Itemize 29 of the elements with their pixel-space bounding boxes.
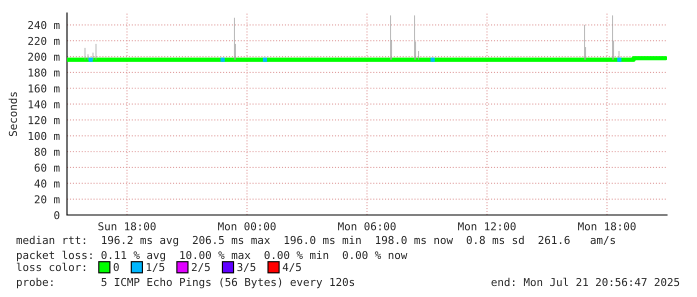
y-tick-label: 20 m [34,195,60,204]
legend-title: loss color: [16,262,86,272]
legend-label: 1/5 [146,263,164,272]
text: end: Mon Jul 21 20:56:47 2025 [492,278,680,286]
y-tick-label: 160 m [28,84,60,93]
y-tick-label: 220 m [28,36,60,46]
text: probe: 5 ICMP Echo Pings (56 Bytes) every 120s [17,278,354,288]
y-axis-title: Seconds [8,92,18,136]
x-tick-label: Mon 12:00 [458,222,516,230]
text: median rtt: 196.2 ms avg 206.5 ms max 196.0 ms min 198.0 ms now 0.8 ms sd 261.6 am/s [16,236,615,246]
legend-label: 3/5 [237,262,256,272]
y-tick-label: 80 m [34,148,60,156]
x-tick-label: Mon 00:00 [218,222,276,230]
text: packet loss: 0.11 % avg 10.00 % max 0.00 % min 0.00 % now [17,250,408,262]
x-tick-label: Mon 18:00 [578,222,636,230]
legend-label: 0 [114,262,119,272]
y-tick-label: 100 m [28,132,60,140]
legend-label: 4/5 [282,263,301,272]
x-tick-label: Sun 18:00 [98,222,156,230]
y-tick-label: 40 m [34,179,60,188]
y-tick-label: 240 m [28,20,60,30]
y-tick-label: 200 m [28,52,60,61]
x-tick-label: Mon 06:00 [338,222,396,230]
legend-label: 2/5 [192,262,210,272]
y-tick-label: 120 m [28,116,60,124]
y-tick-label: 60 m [34,164,60,172]
y-tick-label: 140 m [28,100,60,108]
y-tick-label: 180 m [28,68,60,77]
y-tick-label: 0 [54,211,60,220]
